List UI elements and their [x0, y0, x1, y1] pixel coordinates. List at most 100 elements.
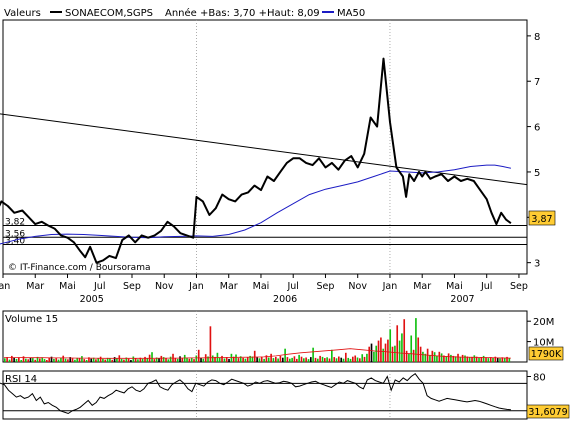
- volume-bar: [461, 354, 464, 362]
- volume-bar: [221, 355, 223, 362]
- volume-bar: [473, 355, 476, 362]
- volume-bar: [471, 356, 473, 362]
- volume-bar: [41, 357, 44, 362]
- volume-bar: [237, 358, 240, 362]
- volume-bar: [284, 348, 286, 362]
- volume-y-axis: 10M 20M: [527, 317, 554, 349]
- volume-bar: [39, 358, 41, 362]
- volume-bar: [363, 356, 366, 362]
- volume-bar: [412, 349, 415, 362]
- volume-bar: [120, 358, 123, 362]
- level-label-2: 3,40: [5, 237, 25, 247]
- volume-bar: [464, 355, 466, 362]
- legend-series-label: SONAECOM,SGPS: [65, 8, 153, 19]
- volume-bar: [253, 350, 256, 362]
- volume-bar: [272, 358, 275, 362]
- volume-bar: [92, 357, 95, 362]
- volume-bar: [398, 340, 401, 362]
- volume-bar: [230, 353, 233, 362]
- volume-bar: [267, 357, 270, 362]
- volume-bar: [214, 356, 216, 362]
- volume-bar: [447, 353, 450, 362]
- volume-bar: [366, 353, 368, 362]
- volume-bar: [503, 358, 506, 362]
- volume-bar: [359, 358, 361, 362]
- month-label-2: Mai: [59, 281, 76, 292]
- volume-bar: [174, 357, 177, 362]
- volume-bar: [389, 329, 392, 362]
- volume-bar: [305, 357, 307, 362]
- volume-bar: [62, 355, 65, 362]
- volume-bar: [347, 357, 350, 362]
- volume-bar: [317, 358, 319, 362]
- volume-bar: [265, 355, 268, 362]
- volume-bar: [239, 356, 242, 362]
- volume-bar: [130, 360, 132, 362]
- volume-bar: [356, 357, 359, 362]
- volume-bar: [433, 352, 436, 362]
- volume-bar: [438, 351, 441, 362]
- volume-bar: [169, 356, 172, 362]
- volume-bar: [270, 353, 272, 362]
- volume-bar: [326, 357, 328, 362]
- volume-bar: [424, 353, 427, 362]
- volume-bar: [55, 358, 58, 362]
- volume-bar: [167, 359, 170, 362]
- ma50-line: [0, 164, 512, 245]
- volume-bar: [387, 339, 389, 362]
- volume-bar: [53, 358, 55, 362]
- rsi-grid: [3, 371, 527, 419]
- legend-ma-label: MA50: [337, 8, 365, 19]
- volume-bar: [321, 356, 324, 362]
- volume-bar: [67, 359, 69, 362]
- volume-bar: [475, 356, 478, 362]
- volume-bar: [417, 337, 420, 362]
- month-label-7: Mar: [220, 281, 238, 292]
- price-line: [0, 57, 512, 264]
- volume-bar: [314, 357, 317, 362]
- volume-bar: [48, 357, 51, 362]
- volume-bar: [43, 359, 46, 362]
- volume-bar: [331, 349, 333, 362]
- volume-bar: [391, 346, 394, 362]
- legend-valeurs: Valeurs: [4, 8, 41, 19]
- volume-bar: [340, 357, 343, 362]
- volume-bar: [256, 357, 258, 362]
- volume-bar: [452, 355, 455, 362]
- volume-bar: [97, 358, 100, 362]
- volume-bar: [408, 353, 410, 362]
- volume-bar: [106, 357, 109, 362]
- price-y-axis: 345678: [527, 32, 540, 270]
- month-label-9: Jul: [286, 281, 298, 292]
- rsi-panel: 80 RSI 14 31,6079: [0, 370, 570, 420]
- volume-bar: [508, 358, 511, 362]
- rsi-series-group: [0, 373, 511, 415]
- volume-bar: [109, 358, 111, 362]
- price-x-axis: Jan Mar Mai Jul Sep Nov Jan Mar Mai Jul Sep Nov Jan M…: [0, 274, 528, 305]
- price-grid: [196, 20, 391, 274]
- volume-bar: [4, 358, 6, 362]
- volume-bar: [11, 355, 13, 362]
- month-label-3: Jul: [93, 281, 105, 292]
- price-ytick-label-0: 3: [534, 259, 540, 270]
- volume-bar: [310, 357, 312, 362]
- volume-bar: [277, 358, 279, 362]
- volume-last-box: [528, 346, 564, 361]
- volume-bar: [125, 357, 128, 362]
- level-label-0: 3,82: [5, 217, 25, 227]
- volume-bar: [195, 355, 198, 362]
- volume-bar: [352, 356, 354, 362]
- trend-line: [0, 113, 528, 186]
- volume-ytick-label-0: 10M: [533, 338, 554, 349]
- volume-bar: [179, 356, 181, 362]
- volume-bar: [25, 358, 27, 362]
- volume-bar: [293, 356, 296, 362]
- volume-bar: [485, 357, 487, 362]
- volume-bar: [246, 357, 249, 362]
- volume-bar: [188, 358, 191, 362]
- year-label-2: 2007: [450, 294, 474, 305]
- volume-ma-line: [4, 348, 511, 359]
- volume-bar: [69, 357, 72, 362]
- volume-bar: [202, 358, 205, 362]
- volume-bar: [457, 353, 459, 362]
